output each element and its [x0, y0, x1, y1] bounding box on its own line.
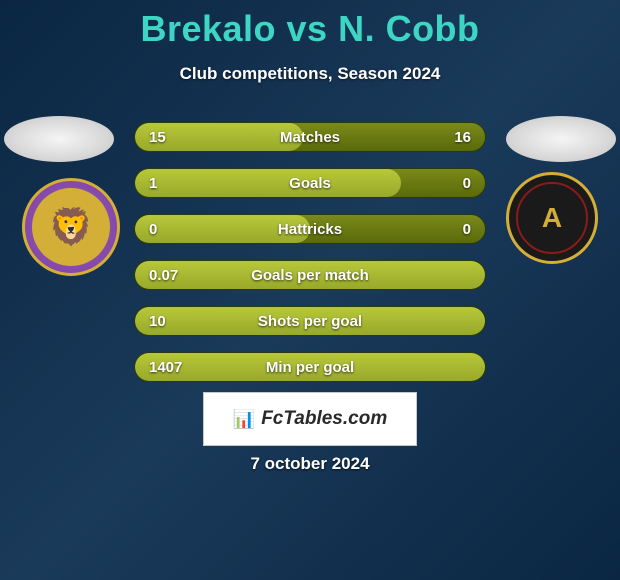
- stat-label: Shots per goal: [258, 313, 362, 330]
- player-avatar-right: [506, 116, 616, 162]
- subtitle: Club competitions, Season 2024: [0, 64, 620, 84]
- stat-row-shots-per-goal: 10 Shots per goal: [134, 306, 486, 336]
- stat-row-goals: 1 Goals 0: [134, 168, 486, 198]
- stat-label: Goals: [289, 175, 331, 192]
- stat-row-min-per-goal: 1407 Min per goal: [134, 352, 486, 382]
- chart-icon: 📊: [233, 409, 255, 430]
- atlanta-united-icon: A: [516, 182, 588, 254]
- stat-label: Matches: [280, 129, 340, 146]
- watermark-badge[interactable]: 📊 FcTables.com: [203, 392, 417, 446]
- club-logo-left: 🦁: [22, 178, 120, 276]
- stat-label: Hattricks: [278, 221, 342, 238]
- stat-row-hattricks: 0 Hattricks 0: [134, 214, 486, 244]
- stat-value-right: 0: [463, 175, 471, 192]
- page-title: Brekalo vs N. Cobb: [0, 0, 620, 50]
- stat-value-left: 10: [135, 313, 166, 330]
- stat-row-matches: 15 Matches 16: [134, 122, 486, 152]
- stat-label: Min per goal: [266, 359, 354, 376]
- stat-row-goals-per-match: 0.07 Goals per match: [134, 260, 486, 290]
- club-logo-right: A: [506, 172, 598, 264]
- player-avatar-left: [4, 116, 114, 162]
- stats-container: 15 Matches 16 1 Goals 0 0 Hattricks 0 0.…: [134, 122, 486, 398]
- stat-value-left: 0.07: [135, 267, 178, 284]
- stat-value-left: 0: [135, 221, 157, 238]
- date-label: 7 october 2024: [250, 454, 369, 474]
- orlando-city-icon: 🦁: [32, 188, 110, 266]
- watermark-text: FcTables.com: [261, 408, 387, 430]
- stat-value-right: 0: [463, 221, 471, 238]
- stat-value-left: 1407: [135, 359, 182, 376]
- stat-value-left: 1: [135, 175, 157, 192]
- stat-value-left: 15: [135, 129, 166, 146]
- stat-value-right: 16: [454, 129, 471, 146]
- stat-fill: [135, 169, 401, 197]
- stat-label: Goals per match: [251, 267, 369, 284]
